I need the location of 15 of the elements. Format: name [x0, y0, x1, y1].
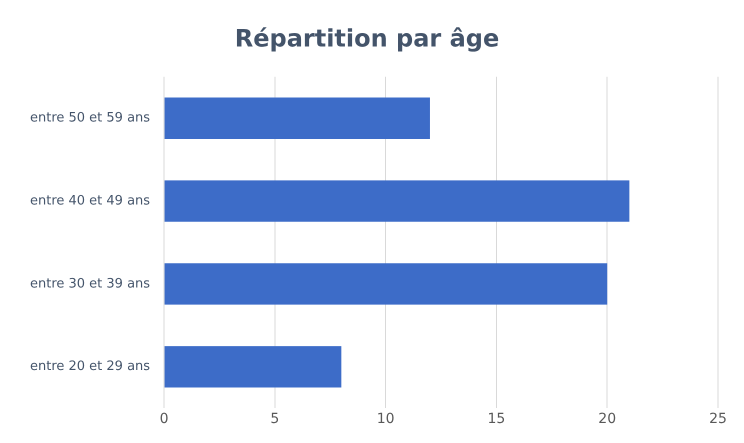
bar [164, 180, 630, 222]
y-tick-label: entre 40 et 49 ans [30, 193, 150, 208]
bar [164, 346, 342, 388]
y-tick-label: entre 30 et 39 ans [30, 276, 150, 292]
x-tick-label: 15 [488, 411, 506, 428]
x-tick-label: 20 [598, 411, 616, 428]
y-tick-label: entre 20 et 29 ans [30, 359, 150, 374]
x-tick-label: 10 [376, 411, 395, 428]
x-tick-label: 0 [160, 411, 169, 428]
chart-title: Répartition par âge [234, 24, 500, 53]
bar [164, 263, 608, 305]
x-tick-label: 5 [270, 411, 280, 428]
bar [164, 98, 430, 139]
y-tick-label: entre 50 et 59 ans [30, 110, 150, 126]
x-tick-label: 25 [709, 411, 727, 428]
